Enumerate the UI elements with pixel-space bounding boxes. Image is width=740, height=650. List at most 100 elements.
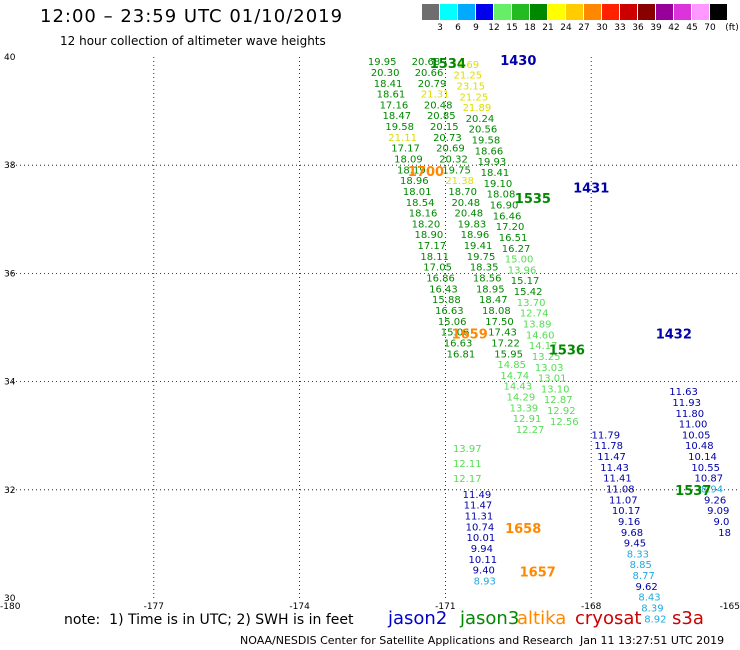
legend-label: 45 [686,23,698,33]
swh-value-label: 19.83 [458,219,487,230]
legend-label: 6 [455,23,461,33]
swh-value-label: 17.20 [496,222,525,233]
swh-value-label: 12.17 [453,474,482,485]
swh-value-label: 10.05 [682,430,711,441]
lat-tick-label: 32 [4,486,15,496]
legend-label: 3 [437,23,443,33]
swh-value-label: 16.51 [499,233,528,244]
legend-label: 18 [524,23,536,33]
swh-value-label: 13.96 [508,265,537,276]
swh-value-label: 14.29 [507,393,536,404]
legend-swatch [638,4,655,20]
swh-value-label: 15.17 [511,276,540,287]
lat-tick-label: 34 [4,378,16,388]
swh-value-label: 8.77 [633,571,655,582]
swh-value-label: 18.20 [412,219,441,230]
swh-value-label: 10.87 [694,474,723,485]
swh-value-label: 19.95 [368,57,397,68]
swh-value-label: 10.48 [685,441,714,452]
swh-value-label: 8.85 [630,560,652,571]
swh-value-label: 9.0 [713,517,729,528]
swh-value-label: 15.42 [514,287,543,298]
swh-value-label: 15.06 [441,328,470,339]
swh-value-label: 20.15 [430,122,459,133]
swh-value-label: 20.48 [451,198,480,209]
swh-value-label: 13.03 [535,363,564,374]
swh-value-label: 18.54 [406,198,435,209]
swh-value-label: 11.80 [676,409,705,420]
swh-value-label: 8.39 [641,604,663,615]
swh-value-label: 20.73 [433,133,462,144]
swh-value-label: 18.61 [377,90,406,101]
swh-value-label: 12.56 [550,417,579,428]
swh-value-label: 21.25 [454,71,483,82]
pass-time-label: 1657 [520,565,556,580]
swh-value-label: 17.17 [391,144,420,155]
swh-value-label: 15.95 [494,349,523,360]
swh-value-label: 10.01 [467,533,496,544]
swh-value-label: 11.00 [679,420,708,431]
lat-tick-label: 36 [4,269,16,279]
swh-value-label: 20.24 [466,114,495,125]
swh-value-label: 13.39 [510,403,539,414]
swh-value-label: 11.41 [603,474,632,485]
swh-value-label: 18.11 [420,252,449,263]
legend-label: 9 [473,23,479,33]
legend-swatch [584,4,601,20]
swh-value-label: 11.93 [672,398,701,409]
swh-value-label: 10.17 [612,506,641,517]
swh-value-label: 16.27 [502,244,531,255]
legend-label: 27 [578,23,590,33]
pass-time-label: 1659 [452,327,488,342]
swh-value-label: 13.10 [541,384,570,395]
swh-value-label: 19.93 [478,157,507,168]
note-text: note: 1) Time is in UTC; 2) SWH is in fe… [64,612,354,628]
satellite-legend-altika: altika [517,608,567,629]
swh-value-label: 21.69 [451,60,480,71]
pass-time-label: 1700 [408,165,444,180]
pass-time-label: 1536 [549,344,585,359]
swh-value-label: 17.50 [485,317,514,328]
pass-time-label: 1537 [675,484,711,499]
pass-time-label: 1432 [656,327,692,342]
swh-value-label: 15.06 [438,317,467,328]
swh-value-label: 13.97 [453,444,482,455]
legend-label: 15 [506,23,518,33]
swh-value-label: 18.90 [415,230,444,241]
swh-value-label: 20.66 [415,68,444,79]
swh-value-label: 18.47 [382,111,411,122]
swh-value-label: 12.27 [516,425,545,436]
swh-value-label: 11.49 [463,490,492,501]
swh-value-label: 11.31 [465,512,494,523]
pass-time-label: 1658 [505,522,541,537]
swh-value-label: 8.33 [627,549,649,560]
swh-value-label: 16.46 [493,211,522,222]
swh-value-label: 23.15 [457,81,486,92]
swh-value-label: 9.09 [707,506,729,517]
swh-value-label: 18.47 [479,295,508,306]
swh-value-label: 20.79 [418,79,447,90]
swh-value-label: 9.62 [635,582,657,593]
swh-value-label: 16.90 [490,200,519,211]
swh-value-label: 10.11 [469,555,498,566]
swh-value-label: 10.14 [688,452,717,463]
lat-tick-label: 38 [4,161,16,171]
legend-swatch [476,4,493,20]
swh-value-label: 14.60 [526,330,555,341]
lat-tick-label: 40 [4,53,16,63]
swh-value-label: 18.96 [400,176,429,187]
swh-value-label: 12.11 [453,459,482,470]
swh-value-label: 14.85 [497,360,526,371]
legend-swatch [710,4,727,20]
lon-tick-label: -165 [720,602,740,612]
swh-value-label: 20.48 [424,100,453,111]
page-subtitle: 12 hour collection of altimeter wave hei… [60,34,326,48]
legend-label: 21 [542,23,554,33]
pass-time-label: 1430 [500,54,536,69]
legend-label: 30 [596,23,608,33]
swh-value-label: 16.86 [426,274,455,285]
legend-swatch [548,4,565,20]
legend-swatch [512,4,529,20]
swh-value-label: 12.87 [544,395,573,406]
